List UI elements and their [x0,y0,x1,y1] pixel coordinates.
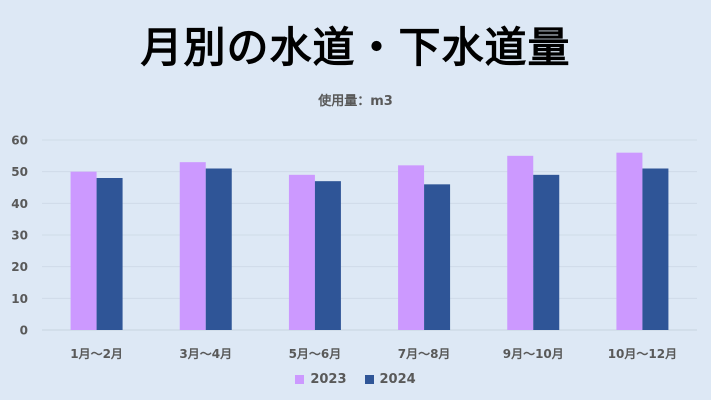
bar-2024 [642,168,669,330]
chart-title: 月別の水道・下水道量 [140,23,571,72]
x-tick-label: 3月～4月 [179,347,232,361]
bar-2024 [96,178,123,330]
bar-2023 [398,165,425,330]
y-tick-label: 40 [11,197,28,211]
y-tick-label: 50 [11,165,28,179]
legend-label-2024: 2024 [379,372,416,387]
bar-2024 [533,174,560,330]
y-tick-label: 60 [11,134,28,148]
bar-2023 [507,155,534,330]
legend: 2023 2024 [0,372,711,387]
bar-2023 [616,152,643,330]
legend-swatch-2023 [295,375,305,384]
legend-swatch-2024 [364,375,374,384]
bar-2024 [424,184,451,330]
bar-2023 [70,171,97,330]
y-tick-label: 30 [11,229,28,243]
x-tick-label: 9月～10月 [503,347,564,361]
y-tick-label: 20 [11,260,28,274]
x-tick-label: 10月～12月 [608,347,677,361]
y-tick-label: 0 [20,324,28,338]
legend-label-2023: 2023 [310,372,347,387]
bar-2023 [179,162,206,330]
bar-2024 [314,181,341,330]
x-tick-label: 7月～8月 [398,347,451,361]
x-tick-label: 1月～2月 [70,347,123,361]
chart-subtitle: 使用量：m3 [318,94,393,109]
x-tick-label: 5月～6月 [289,347,342,361]
y-tick-label: 10 [11,292,28,306]
bar-2024 [205,168,232,330]
legend-item-2024: 2024 [364,372,416,387]
legend-item-2023: 2023 [295,372,347,387]
bar-2023 [288,174,315,330]
